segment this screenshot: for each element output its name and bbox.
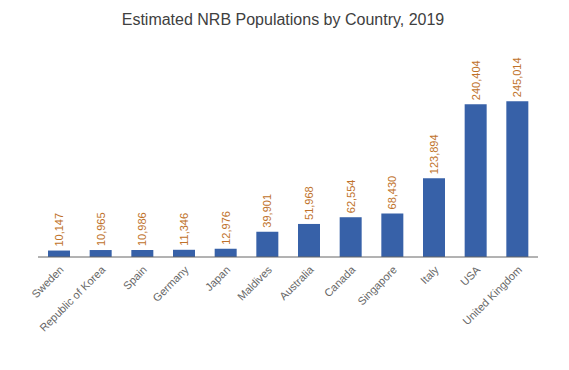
html-text:Estimated NRB Populations by C: Estimated NRB Populations by Country, 20…	[121, 11, 445, 28]
svg-text:Republic of Korea: Republic of Korea	[37, 263, 108, 334]
svg-text:Spain: Spain	[121, 263, 149, 291]
svg-text:Sweden: Sweden	[29, 263, 66, 300]
svg-text:39,901: 39,901	[261, 194, 273, 228]
svg-text:51,968: 51,968	[303, 186, 315, 220]
svg-text:62,554: 62,554	[345, 180, 357, 214]
svg-text:Singapore: Singapore	[355, 263, 399, 307]
svg-text:68,430: 68,430	[386, 176, 398, 210]
svg-text:USA: USA	[458, 263, 483, 288]
svg-text:Italy: Italy	[418, 263, 441, 286]
svg-text:11,346: 11,346	[178, 213, 190, 246]
svg-text:123,894: 123,894	[428, 134, 440, 174]
svg-text:Australia: Australia	[277, 263, 316, 302]
svg-text:240,404: 240,404	[470, 60, 482, 100]
svg-text:Germany: Germany	[150, 263, 191, 304]
svg-text:United Kingdom: United Kingdom	[460, 263, 524, 327]
svg-text:245,014: 245,014	[511, 57, 523, 97]
svg-text:10,986: 10,986	[136, 212, 148, 246]
svg-text:Maldives: Maldives	[235, 263, 275, 303]
svg-text:10,147: 10,147	[53, 213, 65, 247]
svg-text:Canada: Canada	[322, 263, 358, 299]
svg-text:Japan: Japan	[203, 263, 233, 293]
svg-text:12,976: 12,976	[220, 211, 232, 245]
svg-text:10,965: 10,965	[95, 212, 107, 246]
